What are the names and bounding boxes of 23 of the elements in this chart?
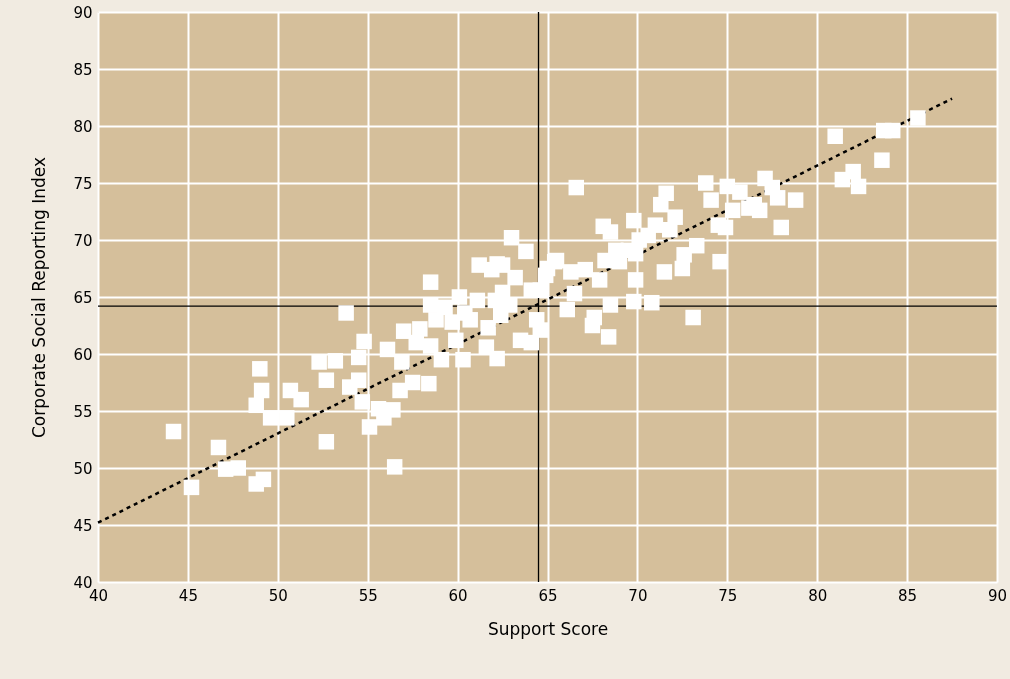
x-tick-label: 45 <box>178 586 198 605</box>
y-tick-label: 40 <box>73 573 93 592</box>
y-tick-label: 60 <box>73 345 93 364</box>
y-tick-label: 50 <box>73 459 93 478</box>
y-tick-label: 70 <box>73 231 93 250</box>
x-tick-label: 90 <box>987 586 1008 605</box>
x-tick-label: 75 <box>718 586 738 605</box>
x-tick-label: 60 <box>448 586 468 605</box>
x-tick-label: 55 <box>358 586 378 605</box>
x-tick-label: 70 <box>628 586 648 605</box>
y-tick-label: 75 <box>73 174 93 193</box>
y-tick-label: 45 <box>73 516 93 535</box>
y-tick-label: 90 <box>73 3 93 22</box>
x-axis-title: Support Score <box>487 618 609 639</box>
x-tick-label: 50 <box>268 586 288 605</box>
y-tick-label: 80 <box>73 117 93 136</box>
y-axis-title: Corporate Social Reporting Index <box>29 156 50 439</box>
y-tick-label: 55 <box>73 402 93 421</box>
x-tick-label: 65 <box>538 586 558 605</box>
x-tick-label: 85 <box>898 586 918 605</box>
x-tick-label: 80 <box>808 586 828 605</box>
y-tick-label: 85 <box>73 60 93 79</box>
y-tick-label: 65 <box>73 288 93 307</box>
